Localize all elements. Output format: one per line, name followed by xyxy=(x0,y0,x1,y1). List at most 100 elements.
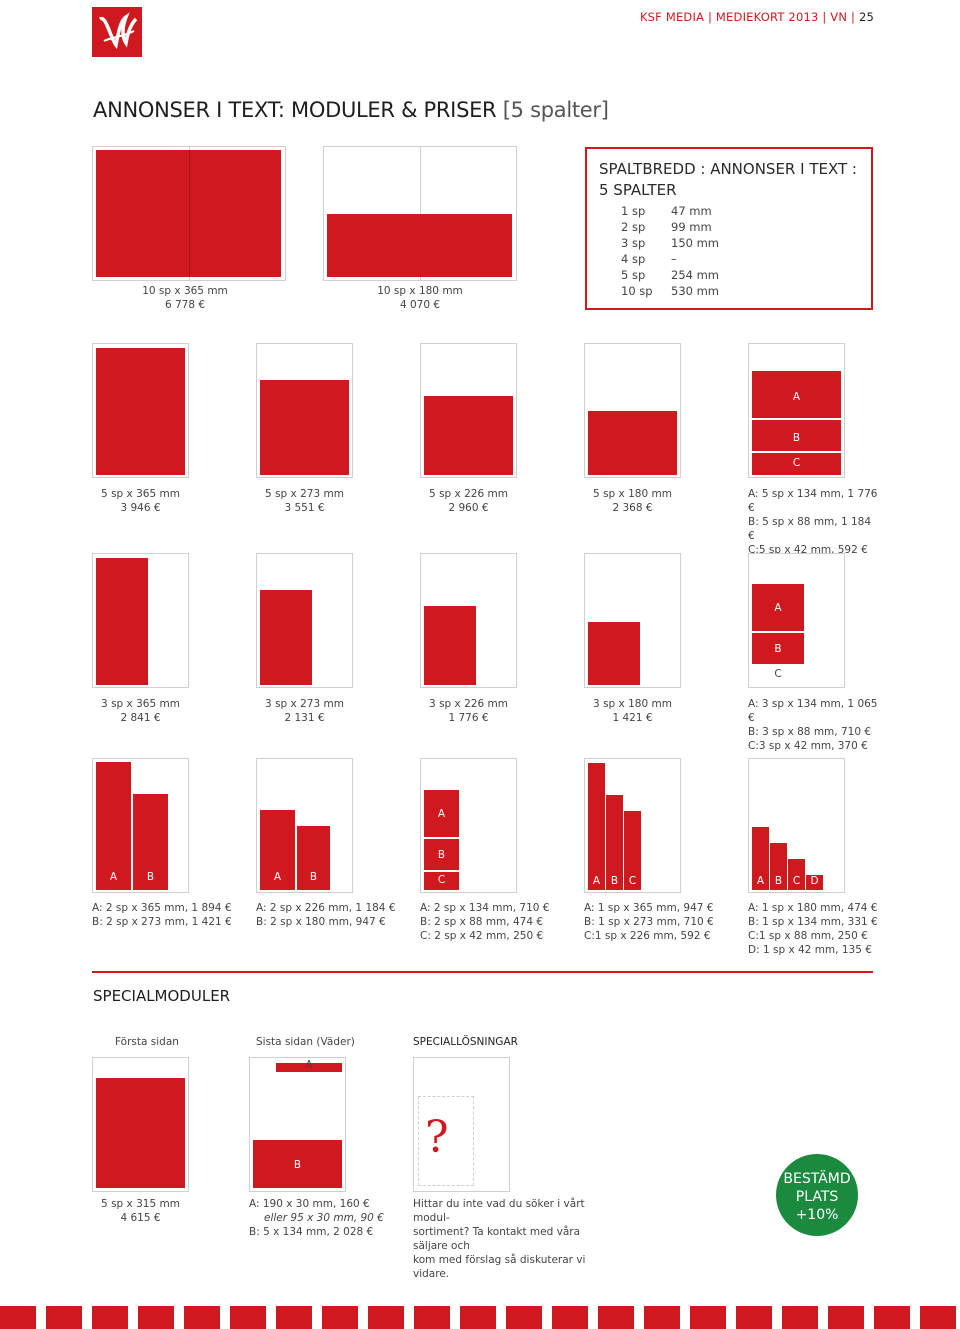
footer-block xyxy=(552,1306,588,1329)
ad-module-a xyxy=(276,1063,342,1072)
footer-block xyxy=(644,1306,680,1329)
letter-d: D xyxy=(810,875,819,887)
module-label: A: 2 sp x 134 mm, 710 € B: 2 sp x 88 mm,… xyxy=(420,902,550,942)
letter-b: B xyxy=(437,849,446,861)
footer-block xyxy=(92,1306,128,1329)
ksf-logo xyxy=(92,7,142,57)
module-label: 10 sp x 365 mm 6 778 € xyxy=(142,285,228,311)
ad-module-c xyxy=(788,859,805,890)
footer-block xyxy=(782,1306,818,1329)
module-label: A: 2 sp x 365 mm, 1 894 € B: 2 sp x 273 … xyxy=(92,902,232,928)
ad-module xyxy=(260,590,312,685)
ad-module xyxy=(96,558,148,685)
module-label: A: 1 sp x 180 mm, 474 € B: 1 sp x 134 mm… xyxy=(748,902,878,956)
ad-module xyxy=(327,214,512,277)
ad-module-c xyxy=(752,453,841,475)
letter-c: C xyxy=(437,874,446,886)
ad-module-b xyxy=(752,633,804,664)
footer-block xyxy=(460,1306,496,1329)
spaltbredd-row: 2 sp 99 mm xyxy=(621,220,712,234)
module-label: 3 sp x 226 mm 1 776 € xyxy=(429,698,508,724)
footer-block xyxy=(920,1306,956,1329)
module-label: 3 sp x 180 mm 1 421 € xyxy=(593,698,672,724)
module-label: 5 sp x 273 mm 3 551 € xyxy=(265,488,344,514)
footer-block xyxy=(138,1306,174,1329)
spaltbredd-row: 4 sp – xyxy=(621,252,677,266)
ad-module-b xyxy=(752,420,841,451)
ad-module-b xyxy=(253,1140,342,1188)
footer-block xyxy=(690,1306,726,1329)
ad-module-b xyxy=(770,843,787,890)
letter-a: A xyxy=(592,875,601,887)
letter-b: B xyxy=(293,1159,302,1171)
letter-a: A xyxy=(774,602,782,614)
footer-block xyxy=(828,1306,864,1329)
letter-a: A xyxy=(792,391,801,403)
letter-c: C xyxy=(774,668,782,680)
page-title: ANNONSER I TEXT: MODULER & PRISER [5 spa… xyxy=(93,98,609,122)
module-label: 3 sp x 273 mm 2 131 € xyxy=(265,698,344,724)
page-thumb xyxy=(413,1057,510,1192)
letter-b: B xyxy=(774,875,783,887)
ad-module xyxy=(424,396,513,475)
letter-a: A xyxy=(273,871,282,883)
ad-module-b xyxy=(297,826,330,890)
footer-block xyxy=(598,1306,634,1329)
footer-block xyxy=(184,1306,220,1329)
spaltbredd-title: SPALTBREDD : ANNONSER I TEXT : 5 SPALTER xyxy=(599,160,857,199)
speciallosningar-label: SPECIALLÖSNINGAR xyxy=(413,1036,518,1048)
spaltbredd-row: 3 sp 150 mm xyxy=(621,236,720,250)
ad-module-b xyxy=(133,794,168,890)
footer-block xyxy=(874,1306,910,1329)
ad-module-a xyxy=(260,810,295,890)
ad-module xyxy=(424,606,476,685)
letter-b: B xyxy=(792,432,801,444)
sista-label-eller: eller 95 x 30 mm, 90 € xyxy=(264,1212,384,1224)
ad-module-a xyxy=(96,762,131,890)
ad-module-a xyxy=(752,827,769,890)
footer-block xyxy=(506,1306,542,1329)
module-label: 5 sp x 315 mm 4 615 € xyxy=(101,1198,180,1224)
ad-module-b xyxy=(606,795,623,890)
module-label: A: 2 sp x 226 mm, 1 184 € B: 2 sp x 180 … xyxy=(256,902,396,928)
letter-c: C xyxy=(792,457,801,469)
module-label: A: 1 sp x 365 mm, 947 € B: 1 sp x 273 mm… xyxy=(584,902,714,942)
sista-label-b: B: 5 x 134 mm, 2 028 € xyxy=(249,1226,374,1238)
footer-stripe xyxy=(0,1306,960,1329)
ad-module-c xyxy=(424,872,459,890)
sista-label-a: A: 190 x 30 mm, 160 € xyxy=(249,1198,370,1210)
footer-block xyxy=(414,1306,450,1329)
letter-a: A xyxy=(437,808,446,820)
ad-module-a xyxy=(752,371,841,418)
ad-module-a xyxy=(752,584,804,631)
letter-a: A xyxy=(109,871,118,883)
footer-block xyxy=(736,1306,772,1329)
footer-block xyxy=(276,1306,312,1329)
ad-module xyxy=(96,1078,185,1188)
letter-a: A xyxy=(756,875,765,887)
spaltbredd-row: 5 sp 254 mm xyxy=(621,268,720,282)
letter-b: B xyxy=(774,643,782,655)
ad-module xyxy=(260,380,349,475)
ad-module-b xyxy=(424,839,459,870)
ad-module xyxy=(96,150,281,277)
module-label: 5 sp x 226 mm 2 960 € xyxy=(429,488,508,514)
module-label: A: 5 sp x 134 mm, 1 776 € B: 5 sp x 88 m… xyxy=(748,488,878,556)
footer-block xyxy=(322,1306,358,1329)
bestamd-plats-badge: BESTÄMD PLATS +10% xyxy=(776,1154,858,1236)
module-label: 10 sp x 180 mm 4 070 € xyxy=(377,285,463,311)
sista-sidan-label: Sista sidan (Väder) xyxy=(256,1036,355,1048)
module-label: A: 3 sp x 134 mm, 1 065 € B: 3 sp x 88 m… xyxy=(748,698,878,752)
letter-b: B xyxy=(309,871,318,883)
page-header: KSF MEDIA | MEDIEKORT 2013 | VN | 25 xyxy=(639,10,874,24)
footer-block xyxy=(0,1306,36,1329)
question-mark: ? xyxy=(425,1112,449,1163)
module-label: 5 sp x 180 mm 2 368 € xyxy=(593,488,672,514)
footer-block xyxy=(230,1306,266,1329)
section-heading: SPECIALMODULER xyxy=(93,987,231,1005)
ad-module xyxy=(588,411,677,475)
spaltbredd-row: 1 sp 47 mm xyxy=(621,204,712,218)
ad-module-a xyxy=(424,790,459,837)
forsta-sidan-label: Första sidan xyxy=(115,1036,179,1048)
letter-a: A xyxy=(305,1059,313,1071)
